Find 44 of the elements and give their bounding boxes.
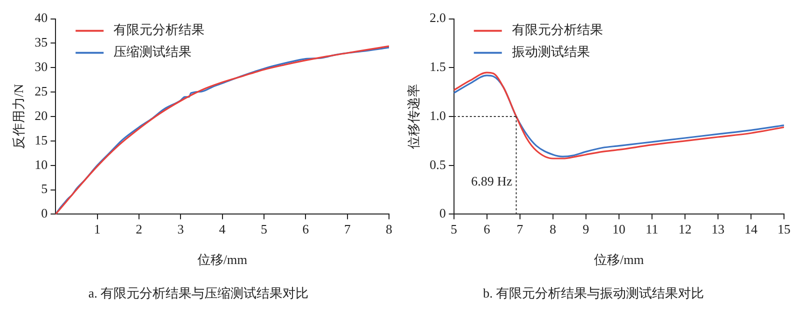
legend-label: 有限元分析结果 — [512, 22, 603, 38]
x-axis-title: 位移/mm — [594, 252, 644, 268]
y-tick-label: 2.0 — [430, 10, 446, 26]
y-tick-label: 1.0 — [430, 108, 446, 123]
x-tick-label: 7 — [516, 221, 524, 236]
y-tick-label: 40 — [34, 10, 48, 26]
x-tick-label: 5 — [260, 221, 268, 236]
legend-label: 有限元分析结果 — [114, 22, 205, 38]
x-tick-label: 10 — [612, 221, 626, 236]
text: b. 有限元分析结果与振动测试结果对比 — [483, 286, 704, 301]
x-tick-label: 2 — [136, 221, 142, 236]
y-tick-label: 0 — [439, 206, 446, 221]
x-tick-label: 5 — [450, 221, 458, 236]
y-tick-label: 15 — [34, 132, 48, 148]
x-tick-label: 14 — [744, 221, 758, 236]
y-axis-title: 位移传递率 — [406, 84, 422, 149]
x-tick-label: 1 — [94, 221, 101, 236]
y-tick-label: 5 — [41, 181, 48, 196]
y-tick-label: 0.5 — [430, 156, 446, 172]
x-tick-label: 8 — [386, 221, 392, 236]
y-axis-title: 反作用力/N — [11, 83, 26, 149]
y-tick-label: 10 — [34, 156, 48, 172]
y-tick-label: 25 — [34, 83, 48, 98]
y-tick-label: 0 — [41, 206, 48, 221]
y-tick-label: 1.5 — [430, 59, 446, 74]
x-tick-label: 8 — [550, 221, 556, 236]
x-tick-label: 15 — [778, 221, 790, 236]
x-axis-title: 位移/mm — [197, 252, 248, 268]
ref-line-label: 6.89 Hz — [471, 174, 512, 189]
x-tick-label: 9 — [582, 221, 590, 236]
x-tick-label: 12 — [678, 221, 692, 236]
x-tick-label: 11 — [646, 221, 658, 236]
x-tick-label: 13 — [711, 221, 724, 236]
legend-label: 振动测试结果 — [512, 44, 590, 60]
x-tick-label: 6 — [484, 221, 491, 236]
x-tick-label: 4 — [219, 221, 226, 236]
y-tick-label: 35 — [34, 34, 48, 50]
x-tick-label: 7 — [344, 221, 352, 236]
y-tick-label: 20 — [34, 108, 48, 123]
text: a. 有限元分析结果与压缩测试结果对比 — [88, 286, 309, 301]
x-tick-label: 6 — [302, 221, 310, 236]
y-tick-label: 30 — [34, 59, 48, 74]
legend-label: 压缩测试结果 — [114, 44, 192, 60]
x-tick-label: 3 — [177, 221, 184, 236]
